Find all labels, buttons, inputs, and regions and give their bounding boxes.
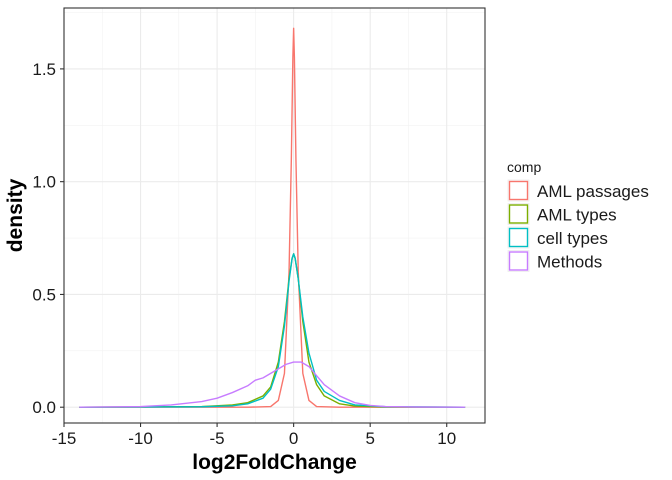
series-line-aml-passages	[79, 27, 466, 408]
minor-grid	[64, 8, 485, 423]
y-tick-label: 1.0	[32, 173, 56, 192]
y-tick-label: 0.0	[32, 398, 56, 417]
legend-item-cell-types: cell types	[507, 226, 608, 249]
series-line-methods	[79, 361, 466, 408]
panel-border	[63, 7, 486, 424]
legend-key-bg	[507, 179, 530, 202]
x-tick-label: 5	[365, 429, 374, 448]
legend-key-swatch	[508, 251, 529, 271]
legend-key-bg	[507, 226, 530, 249]
y-tick-label: 0.5	[32, 285, 56, 304]
legend-label: cell types	[537, 229, 608, 248]
legend-label: AML passages	[537, 182, 649, 201]
legend-label: AML types	[537, 206, 617, 225]
legend-key-bg	[507, 203, 530, 225]
x-axis: -15 -10 -5 0 5 10	[52, 423, 456, 448]
y-axis: 0.0 0.5 1.0 1.5	[32, 60, 64, 417]
legend-item-methods: Methods	[507, 250, 602, 272]
x-tick-label: -5	[210, 429, 225, 448]
series-layer	[79, 27, 466, 408]
legend-key-bg	[507, 250, 530, 272]
legend-label: Methods	[537, 253, 602, 272]
legend-item-aml-types: AML types	[507, 203, 617, 225]
major-grid	[63, 8, 485, 423]
x-tick-label: -15	[52, 429, 77, 448]
x-tick-label: 0	[289, 429, 298, 448]
legend-item-aml-passages: AML passages	[507, 179, 649, 202]
legend-title: comp	[507, 159, 541, 175]
y-tick-label: 1.5	[32, 60, 56, 79]
legend: comp AML passages AML types cell types Meth…	[507, 159, 649, 272]
x-axis-title: log2FoldChange	[192, 451, 357, 474]
x-tick-label: 10	[437, 429, 456, 448]
legend-key-swatch	[508, 180, 529, 201]
y-axis-title: density	[4, 178, 27, 252]
x-tick-label: -10	[128, 429, 153, 448]
legend-key-swatch	[508, 227, 529, 248]
series-line-cell-types	[79, 253, 466, 408]
legend-key-swatch	[508, 204, 529, 224]
